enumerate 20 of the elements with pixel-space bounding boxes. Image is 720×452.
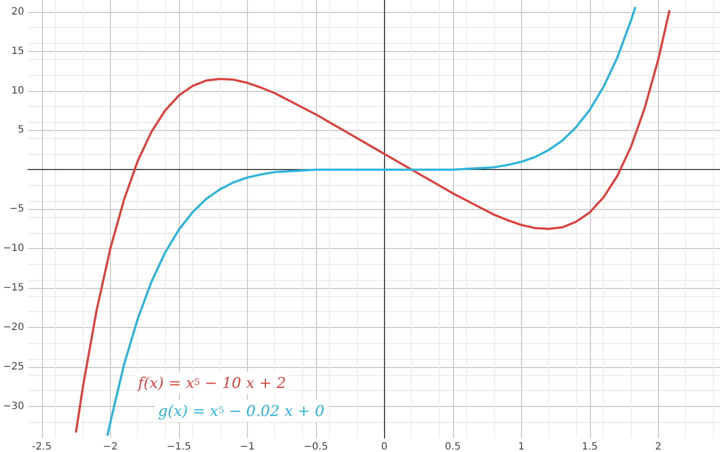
x-tick-label: 1 — [518, 442, 525, 452]
y-tick-label: −30 — [2, 400, 24, 412]
x-tick-label: −0.5 — [304, 442, 328, 452]
x-tick-label: 1.5 — [582, 442, 598, 452]
x-tick-label: −1 — [240, 442, 255, 452]
y-tick-label: 15 — [11, 46, 24, 57]
y-tick-label: −10 — [2, 243, 24, 254]
x-tick-label: -2.5 — [32, 442, 52, 452]
x-tick-label: −1.5 — [166, 442, 191, 452]
y-tick-label: −5 — [9, 204, 24, 215]
y-tick-label: −15 — [2, 282, 24, 294]
x-tick-label: 0.5 — [444, 442, 461, 452]
y-tick-label: −25 — [2, 361, 24, 372]
y-tick-label: 10 — [11, 85, 24, 96]
x-tick-label: 2 — [655, 442, 662, 452]
y-tick-label: 5 — [18, 124, 24, 136]
y-tick-label: −20 — [2, 322, 24, 334]
x-tick-label: −2 — [102, 442, 118, 452]
y-tick-label: 20 — [11, 6, 24, 18]
x-tick-label: 0 — [381, 442, 388, 452]
